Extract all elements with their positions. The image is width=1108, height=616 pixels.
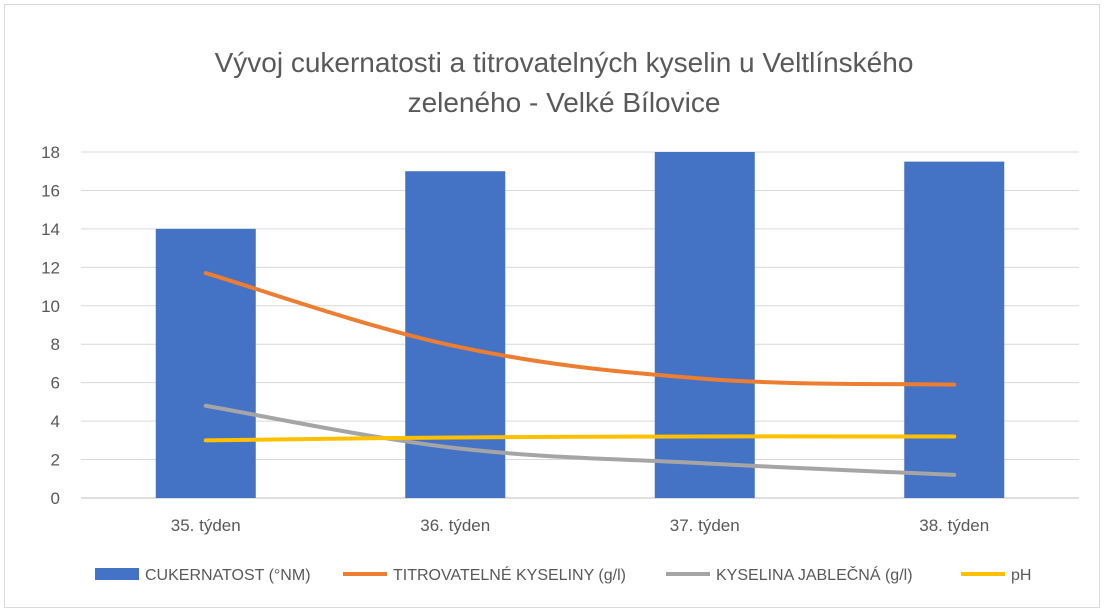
x-tick-label: 38. týden xyxy=(919,516,989,535)
series-line xyxy=(203,403,957,477)
y-tick-label: 4 xyxy=(51,412,60,431)
x-tick-label: 36. týden xyxy=(420,516,490,535)
y-tick-label: 0 xyxy=(51,489,60,508)
chart-title: Vývoj cukernatosti a titrovatelných kyse… xyxy=(215,47,914,118)
legend-label: TITROVATELNÉ KYSELINY (g/l) xyxy=(393,565,626,584)
legend-label: KYSELINA JABLEČNÁ (g/l) xyxy=(716,565,913,584)
series-line xyxy=(203,271,957,387)
bar xyxy=(904,161,1005,498)
legend-item: TITROVATELNÉ KYSELINY (g/l) xyxy=(343,565,626,584)
legend-item: CUKERNATOST (°NM) xyxy=(95,567,311,584)
y-tick-label: 6 xyxy=(51,374,60,393)
y-tick-label: 12 xyxy=(41,258,60,277)
series-line xyxy=(203,434,957,443)
y-tick-label: 14 xyxy=(41,220,60,239)
line-series xyxy=(203,271,957,477)
y-tick-label: 16 xyxy=(41,181,60,200)
bar-series xyxy=(155,152,1005,498)
x-axis-ticks: 35. týden 36. týden 37. týden 38. týden xyxy=(171,516,989,535)
y-tick-label: 18 xyxy=(41,143,60,162)
bar xyxy=(155,228,256,498)
y-tick-label: 2 xyxy=(51,451,60,470)
y-axis-ticks: 0 2 4 6 8 10 12 14 16 18 xyxy=(41,143,60,508)
x-tick-label: 35. týden xyxy=(171,516,241,535)
chart-title-line-1: Vývoj cukernatosti a titrovatelných kyse… xyxy=(215,47,914,78)
y-tick-label: 8 xyxy=(51,335,60,354)
chart-title-line-2: zeleného - Velké Bílovice xyxy=(408,87,721,118)
bar xyxy=(654,152,755,498)
x-tick-label: 37. týden xyxy=(670,516,740,535)
legend-swatch xyxy=(95,568,139,580)
legend-label: pH xyxy=(1011,567,1031,584)
y-tick-label: 10 xyxy=(41,297,60,316)
legend-item: pH xyxy=(961,567,1031,584)
legend-label: CUKERNATOST (°NM) xyxy=(145,567,311,584)
legend: CUKERNATOST (°NM) TITROVATELNÉ KYSELINY (… xyxy=(95,565,1031,584)
legend-item: KYSELINA JABLEČNÁ (g/l) xyxy=(666,565,913,584)
